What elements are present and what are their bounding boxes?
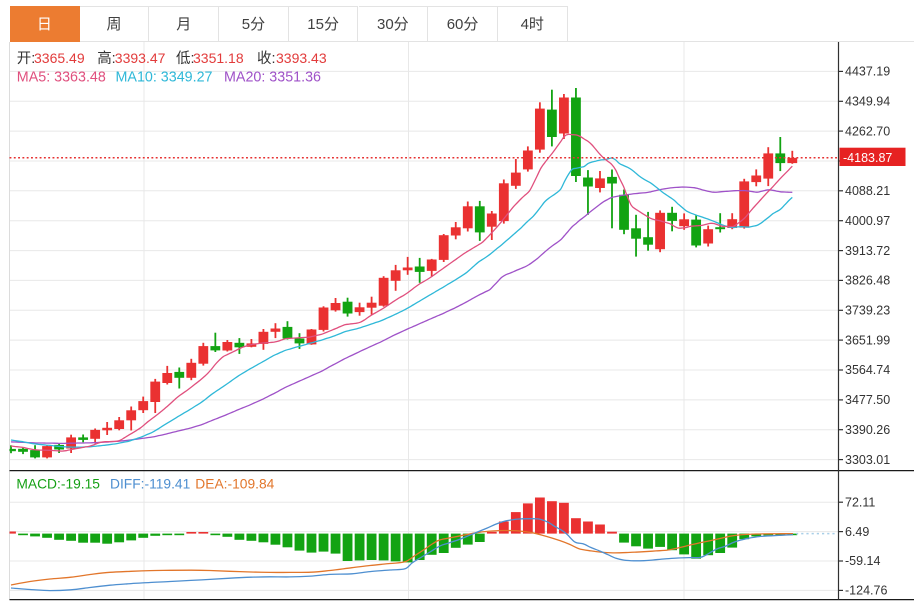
svg-text:-124.76: -124.76 — [845, 584, 887, 598]
svg-text:3365.49: 3365.49 — [34, 50, 85, 66]
svg-text:3739.23: 3739.23 — [845, 304, 890, 318]
svg-text:低:: 低: — [176, 50, 195, 67]
svg-text:高:: 高: — [97, 50, 116, 67]
svg-text:3393.43: 3393.43 — [276, 50, 327, 66]
svg-text:收:: 收: — [257, 50, 276, 67]
svg-text:开:: 开: — [17, 51, 36, 67]
svg-text:3390.26: 3390.26 — [845, 423, 890, 437]
svg-text:3393.47: 3393.47 — [115, 50, 166, 66]
svg-text:4349.94: 4349.94 — [845, 95, 890, 109]
svg-text:72.11: 72.11 — [845, 495, 875, 509]
svg-text:DEA:-109.84: DEA:-109.84 — [195, 477, 274, 492]
svg-text:3303.01: 3303.01 — [845, 453, 890, 467]
svg-text:3351.18: 3351.18 — [193, 50, 244, 66]
svg-text:MA10: 3349.27: MA10: 3349.27 — [116, 70, 213, 86]
svg-text:3651.99: 3651.99 — [845, 333, 890, 347]
svg-text:6.49: 6.49 — [845, 525, 869, 539]
svg-text:3564.74: 3564.74 — [845, 363, 890, 377]
svg-text:MA20: 3351.36: MA20: 3351.36 — [224, 70, 321, 86]
svg-text:-59.14: -59.14 — [845, 554, 880, 568]
svg-text:3913.72: 3913.72 — [845, 244, 890, 258]
svg-text:-4183.87: -4183.87 — [843, 151, 892, 165]
svg-text:3477.50: 3477.50 — [845, 393, 890, 407]
svg-text:MACD:-19.15: MACD:-19.15 — [16, 477, 100, 492]
svg-text:4437.19: 4437.19 — [845, 65, 890, 79]
svg-text:MA5: 3363.48: MA5: 3363.48 — [17, 70, 106, 86]
svg-text:3826.48: 3826.48 — [845, 274, 890, 288]
svg-text:DIFF:-119.41: DIFF:-119.41 — [110, 477, 190, 492]
svg-text:4000.97: 4000.97 — [845, 214, 890, 228]
svg-text:4262.70: 4262.70 — [845, 124, 890, 138]
svg-text:4088.21: 4088.21 — [845, 184, 890, 198]
